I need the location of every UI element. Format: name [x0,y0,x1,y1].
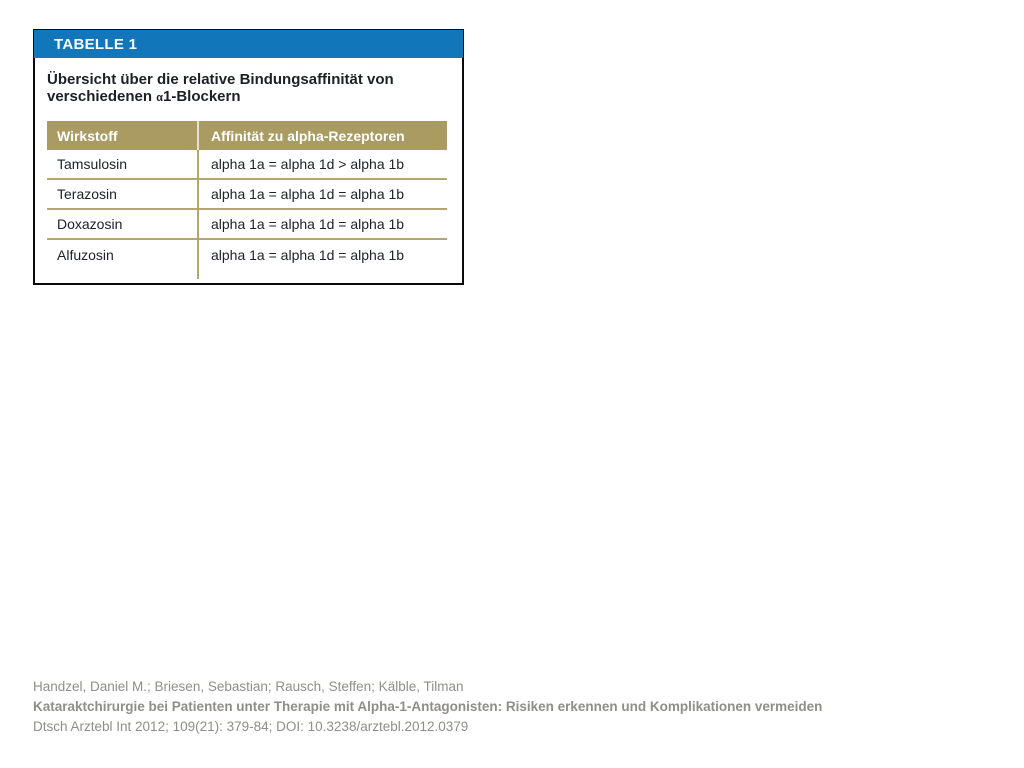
cell-affinitaet: alpha 1a = alpha 1d = alpha 1b [197,210,447,238]
table-row-alfuzosin: Alfuzosin alpha 1a = alpha 1d = alpha 1b [47,240,447,270]
alpha-symbol: α [156,92,163,104]
affinity-table: Wirkstoff Affinität zu alpha-Rezeptoren … [47,121,447,279]
cell-wirkstoff: Alfuzosin [57,247,114,263]
figure-title: Übersicht über die relative Bindungsaffi… [47,71,447,107]
column-header-wirkstoff: Wirkstoff [57,127,118,144]
table-divider-tail [47,270,447,279]
cell-wirkstoff: Tamsulosin [57,156,128,172]
citation-block: Handzel, Daniel M.; Briesen, Sebastian; … [33,677,822,737]
table-banner: TABELLE 1 [34,30,463,58]
table-row-tamsulosin: Tamsulosin alpha 1a = alpha 1d > alpha 1… [47,150,447,180]
figure-content: Übersicht über die relative Bindungsaffi… [35,58,462,279]
cell-affinitaet: alpha 1a = alpha 1d > alpha 1b [197,150,447,178]
table-row-terazosin: Terazosin alpha 1a = alpha 1d = alpha 1b [47,180,447,210]
citation-authors: Handzel, Daniel M.; Briesen, Sebastian; … [33,679,464,694]
cell-affinitaet: alpha 1a = alpha 1d = alpha 1b [197,180,447,208]
cell-wirkstoff: Doxazosin [57,216,123,232]
cell-affinitaet: alpha 1a = alpha 1d = alpha 1b [197,240,447,270]
table-figure: TABELLE 1 Übersicht über die relative Bi… [33,29,464,285]
citation-article-title: Kataraktchirurgie bei Patienten unter Th… [33,699,823,714]
figure-title-line1: Übersicht über die relative Bindungsaffi… [47,71,394,88]
column-header-affinitaet: Affinität zu alpha-Rezeptoren [197,121,447,150]
citation-source: Dtsch Arztebl Int 2012; 109(21): 379-84;… [33,719,469,734]
table-header-row: Wirkstoff Affinität zu alpha-Rezeptoren [47,121,447,150]
cell-wirkstoff: Terazosin [57,186,117,202]
table-row-doxazosin: Doxazosin alpha 1a = alpha 1d = alpha 1b [47,210,447,240]
figure-title-line2: verschiedenen α1-Blockern [47,88,241,105]
table-banner-label: TABELLE 1 [54,35,138,53]
